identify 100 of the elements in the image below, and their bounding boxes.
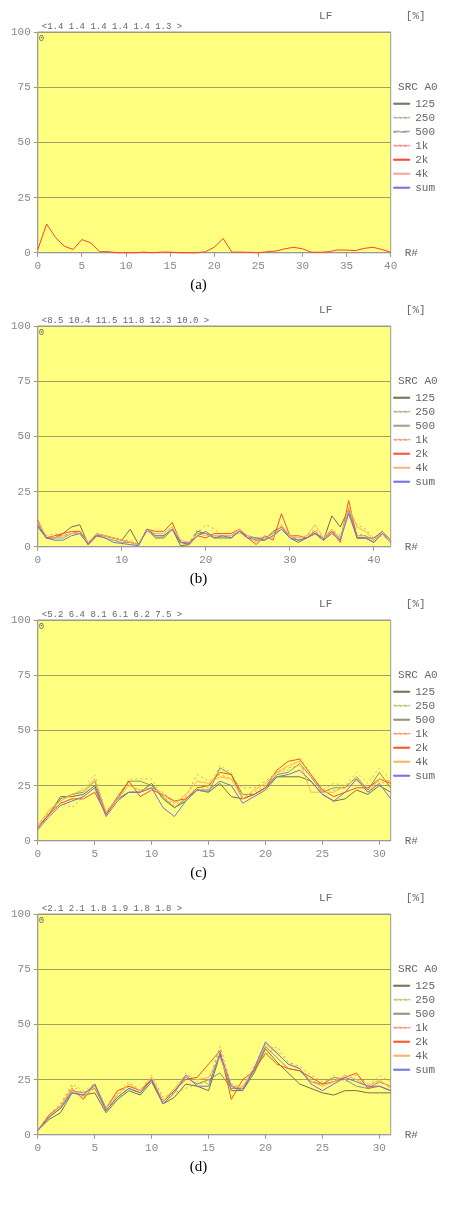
- legend-label: 1k: [415, 433, 429, 446]
- text: <5.2 6.4 8.1 6.1 6.2 7.5 >: [41, 609, 183, 620]
- x-tick-label: 0: [34, 848, 42, 861]
- text: <8.5 10.4 11.5 11.8 12.3 10.0 >: [41, 315, 210, 326]
- x-tick-label: 15: [201, 1142, 216, 1155]
- x-axis-title: R#: [404, 1128, 419, 1141]
- x-tick-label: 10: [145, 848, 159, 861]
- legend-label: 125: [415, 97, 436, 110]
- text: (b): [188, 570, 209, 588]
- y-tick-label: 100: [10, 319, 31, 332]
- text: (c): [189, 864, 208, 882]
- x-tick-label: 20: [199, 554, 213, 567]
- x-tick-label: 20: [258, 1142, 273, 1155]
- legend-label: 1k: [415, 1021, 429, 1034]
- legend-label: 4k: [415, 167, 429, 180]
- y-tick-label: 100: [10, 907, 31, 920]
- legend-label: sum: [415, 181, 436, 194]
- legend-label: 2k: [415, 1035, 429, 1048]
- chart-title: LF: [319, 304, 333, 317]
- x-tick-label: 40: [384, 260, 398, 273]
- y-tick-label: 75: [17, 963, 31, 976]
- chart-title: LF: [319, 598, 333, 611]
- legend-label: sum: [415, 769, 436, 782]
- legend-label: 125: [415, 391, 436, 404]
- x-tick-label: 40: [367, 554, 381, 567]
- annotation: 0: [38, 33, 45, 44]
- y-tick-label: 25: [17, 1073, 31, 1086]
- y-axis-title: [%]: [405, 892, 426, 905]
- x-tick-label: 30: [295, 260, 310, 273]
- y-axis-title: [%]: [405, 598, 426, 611]
- legend-label: 250: [415, 699, 436, 712]
- x-tick-label: 30: [372, 1142, 386, 1155]
- legend-label: 4k: [415, 1049, 429, 1062]
- legend-label: 1k: [415, 139, 429, 152]
- y-tick-label: 25: [17, 191, 31, 204]
- y-tick-label: 0: [24, 540, 31, 553]
- x-tick-label: 0: [34, 260, 42, 273]
- y-tick-label: 50: [17, 724, 31, 737]
- annotation: 0: [38, 621, 45, 632]
- y-tick-label: 75: [17, 375, 31, 388]
- x-tick-label: 25: [315, 1142, 329, 1155]
- legend-label: sum: [415, 475, 436, 488]
- x-tick-label: 10: [119, 260, 133, 273]
- y-tick-label: 75: [17, 669, 31, 682]
- annotation: 0: [38, 327, 45, 338]
- x-tick-label: 20: [207, 260, 221, 273]
- text: (a): [189, 276, 208, 294]
- legend-label: 125: [415, 685, 436, 698]
- y-tick-label: 100: [10, 613, 31, 626]
- y-tick-label: 0: [24, 834, 31, 847]
- text: <1.4 1.4 1.4 1.4 1.4 1.3 >: [41, 21, 183, 32]
- legend-label: 250: [415, 111, 436, 124]
- y-tick-label: 50: [17, 136, 31, 149]
- x-tick-label: 30: [372, 848, 386, 861]
- y-axis-title: [%]: [405, 304, 426, 317]
- x-tick-label: 10: [115, 554, 129, 567]
- legend-label: 250: [415, 993, 436, 1006]
- x-tick-label: 5: [91, 1142, 99, 1155]
- text: <2.1 2.1 1.8 1.9 1.8 1.8 >: [41, 903, 183, 914]
- x-tick-label: 25: [251, 260, 265, 273]
- x-tick-label: 15: [163, 260, 177, 273]
- text: (d): [188, 1158, 209, 1176]
- y-tick-label: 100: [10, 25, 31, 38]
- legend-label: 4k: [415, 461, 429, 474]
- legend-label: 1k: [415, 727, 429, 740]
- legend-label: 500: [415, 713, 436, 726]
- legend-title: SRC A0: [398, 81, 438, 94]
- chart-title: LF: [319, 10, 333, 23]
- y-axis-title: [%]: [405, 10, 426, 23]
- x-axis-title: R#: [404, 246, 419, 259]
- x-tick-label: 35: [339, 260, 354, 273]
- x-axis-title: R#: [404, 834, 419, 847]
- x-tick-label: 15: [201, 848, 216, 861]
- legend-label: 500: [415, 1007, 436, 1020]
- x-tick-label: 0: [34, 554, 42, 567]
- y-tick-label: 25: [17, 485, 31, 498]
- legend-label: 500: [415, 125, 436, 138]
- y-tick-label: 50: [17, 1018, 31, 1031]
- y-tick-label: 0: [24, 246, 31, 259]
- x-tick-label: 5: [91, 848, 99, 861]
- legend-title: SRC A0: [398, 963, 438, 976]
- x-tick-label: 0: [34, 1142, 42, 1155]
- legend-label: 500: [415, 419, 436, 432]
- x-tick-label: 30: [283, 554, 297, 567]
- y-tick-label: 25: [17, 779, 31, 792]
- y-tick-label: 0: [24, 1128, 31, 1141]
- legend-label: 2k: [415, 153, 429, 166]
- legend-title: SRC A0: [398, 669, 438, 682]
- legend-label: 250: [415, 405, 436, 418]
- x-tick-label: 20: [258, 848, 273, 861]
- y-tick-label: 50: [17, 430, 31, 443]
- x-axis-title: R#: [404, 540, 419, 553]
- annotation: 0: [38, 915, 45, 926]
- x-tick-label: 10: [145, 1142, 159, 1155]
- chart-title: LF: [319, 892, 333, 905]
- legend-title: SRC A0: [398, 375, 438, 388]
- legend-label: sum: [415, 1063, 436, 1076]
- legend-label: 2k: [415, 741, 429, 754]
- y-tick-label: 75: [17, 81, 31, 94]
- legend-label: 4k: [415, 755, 429, 768]
